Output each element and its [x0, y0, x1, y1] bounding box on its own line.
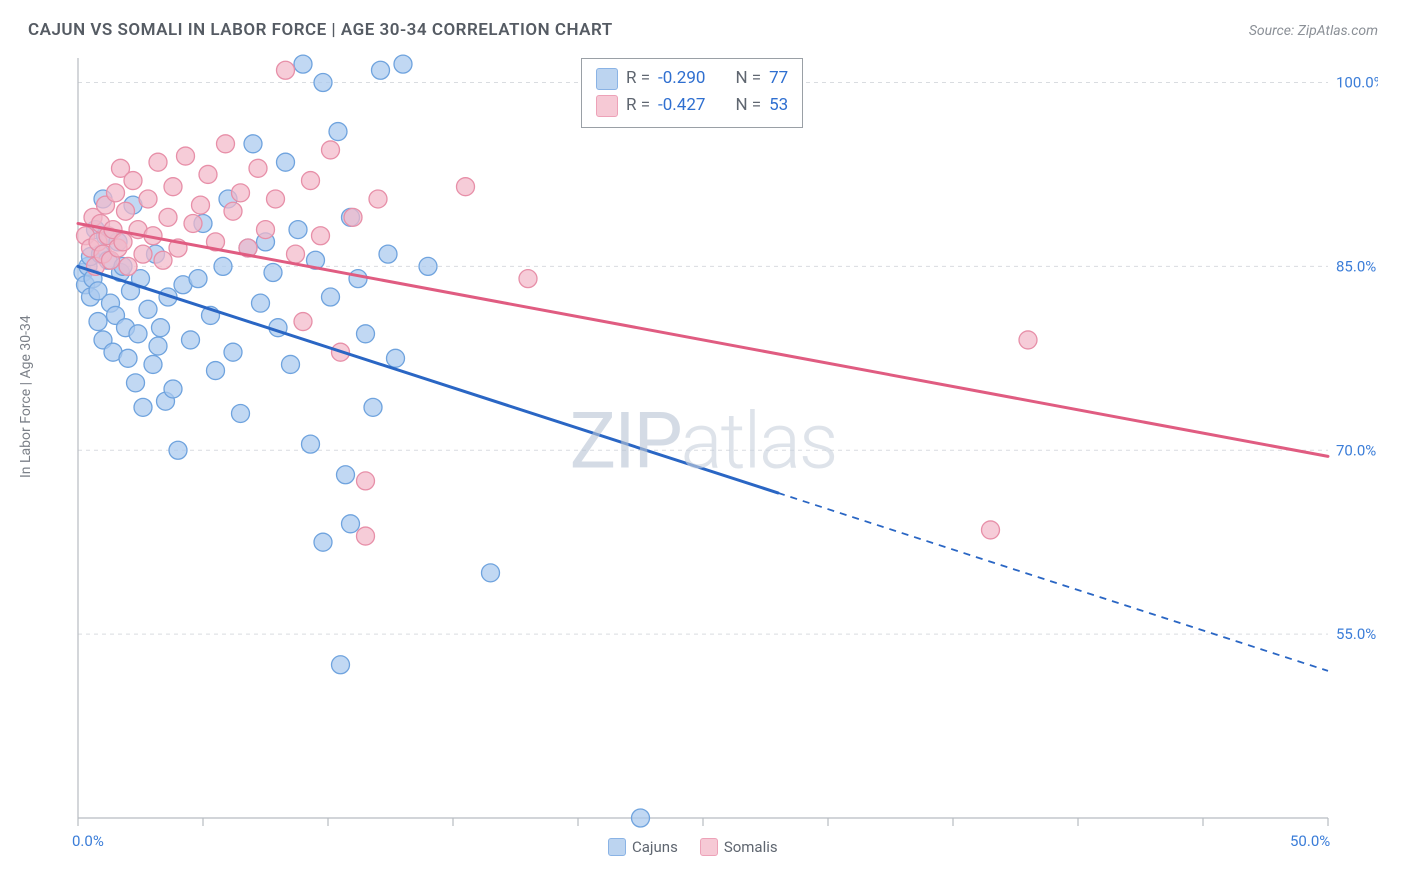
chart-area: In Labor Force | Age 30-34 55.0%70.0%85.…: [28, 48, 1378, 868]
stat-n-label: N =: [735, 92, 761, 119]
stats-row: R = -0.427 N = 53: [596, 92, 788, 119]
legend-bottom: Cajuns Somalis: [608, 838, 778, 856]
stat-r-label: R =: [626, 65, 650, 92]
svg-text:85.0%: 85.0%: [1336, 257, 1376, 275]
stat-n-label: N =: [735, 65, 761, 92]
stat-r-value: -0.290: [658, 65, 705, 92]
header: CAJUN VS SOMALI IN LABOR FORCE | AGE 30-…: [28, 20, 1378, 40]
svg-text:100.0%: 100.0%: [1336, 74, 1378, 92]
chart-svg: 55.0% 70.0% 85.0% 100.0%: [28, 48, 1378, 868]
source-label: Source: ZipAtlas.com: [1249, 23, 1378, 39]
stats-swatch: [596, 68, 618, 90]
stat-r-label: R =: [626, 92, 650, 119]
stats-row: R = -0.290 N = 77: [596, 65, 788, 92]
legend-swatch: [700, 838, 718, 856]
x-axis-max-label: 50.0%: [1290, 832, 1330, 850]
chart-title: CAJUN VS SOMALI IN LABOR FORCE | AGE 30-…: [28, 20, 613, 40]
svg-text:55.0%: 55.0%: [1336, 625, 1376, 643]
stats-box: R = -0.290 N = 77 R = -0.427 N = 53: [581, 58, 803, 128]
stats-swatch: [596, 95, 618, 117]
legend-item: Somalis: [700, 838, 778, 856]
x-axis-min-label: 0.0%: [72, 832, 104, 850]
stat-r-value: -0.427: [658, 92, 705, 119]
stat-n-value: 77: [769, 65, 788, 92]
legend-label: Cajuns: [632, 838, 678, 856]
legend-swatch: [608, 838, 626, 856]
legend-label: Somalis: [724, 838, 778, 856]
stat-n-value: 53: [769, 92, 788, 119]
svg-text:70.0%: 70.0%: [1336, 441, 1376, 459]
legend-item: Cajuns: [608, 838, 678, 856]
